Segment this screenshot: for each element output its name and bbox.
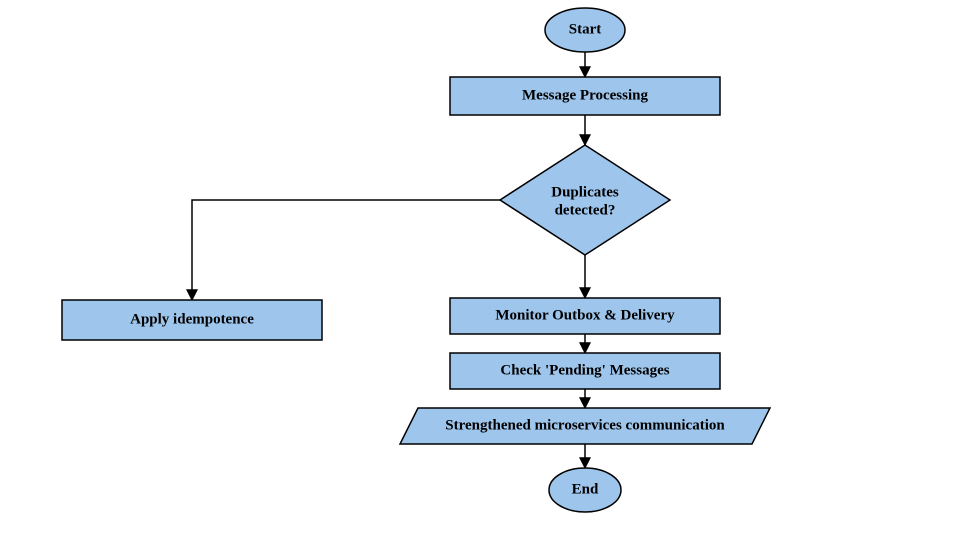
- decision-label-1: Duplicates: [551, 184, 619, 200]
- duplicates-decision-node: Duplicates detected?: [500, 145, 670, 255]
- apply-idempotence-label: Apply idempotence: [130, 311, 254, 327]
- apply-idempotence-node: Apply idempotence: [62, 300, 322, 340]
- message-processing-node: Message Processing: [450, 77, 720, 115]
- edge-label-non: Non: [600, 0, 627, 4]
- monitor-outbox-label: Monitor Outbox & Delivery: [495, 307, 675, 323]
- edge-label-oui: Oui: [300, 0, 324, 4]
- start-node: Start: [545, 8, 625, 52]
- end-label: End: [572, 481, 599, 497]
- monitor-outbox-node: Monitor Outbox & Delivery: [450, 298, 720, 334]
- edge-decision-idemp: [192, 200, 500, 300]
- check-pending-node: Check 'Pending' Messages: [450, 353, 720, 389]
- start-label: Start: [569, 21, 602, 37]
- message-processing-label: Message Processing: [522, 87, 648, 103]
- outcome-label: Strengthened microservices communication: [445, 417, 725, 433]
- decision-label-2: detected?: [555, 202, 616, 218]
- check-pending-label: Check 'Pending' Messages: [500, 362, 669, 378]
- outcome-node: Strengthened microservices communication: [400, 408, 770, 444]
- end-node: End: [549, 468, 621, 512]
